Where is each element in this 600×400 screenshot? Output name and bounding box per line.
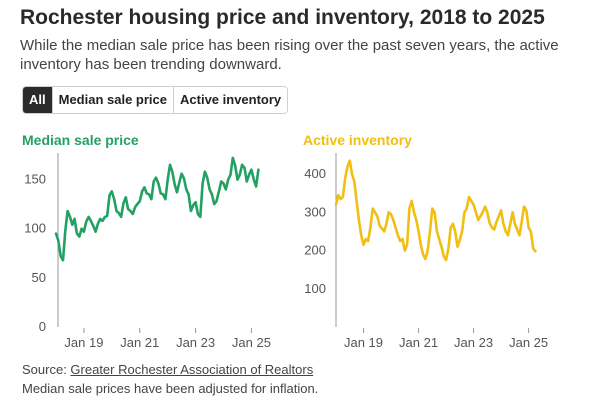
price-y-tick-150: 150 [24,172,46,187]
inventory-x-tick-label: Jan 19 [344,335,383,350]
price-y-tick-100: 100 [24,221,46,236]
price-series-line [54,156,260,262]
price-y-tick-0: 0 [39,319,46,334]
price-chart-title: Median sale price [22,132,139,148]
inventory-x-tick-label: Jan 23 [454,335,493,350]
inventory-series-line [334,159,537,262]
inventory-y-tick-200: 200 [304,243,326,258]
footnote: Median sale prices have been adjusted fo… [22,381,319,396]
inventory-y-tick-300: 300 [304,204,326,219]
price-x-tick-label: Jan 25 [232,335,271,350]
inventory-x-tick-label: Jan 21 [399,335,438,350]
tab-all[interactable]: All [23,87,52,113]
source-line: Source: Greater Rochester Association of… [22,362,313,377]
inventory-chart-title: Active inventory [303,132,412,148]
price-x-tick-label: Jan 21 [120,335,159,350]
inventory-y-tick-100: 100 [304,281,326,296]
price-y-tick-50: 50 [32,270,46,285]
price-x-tick-label: Jan 19 [64,335,103,350]
price-x-tick-label: Jan 23 [176,335,215,350]
page-subtitle: While the median sale price has been ris… [20,37,559,73]
inventory-x-tick-label: Jan 25 [509,335,548,350]
source-prefix: Source: [22,362,71,377]
tab-median-sale-price[interactable]: Median sale price [51,87,174,113]
source-link[interactable]: Greater Rochester Association of Realtor… [70,362,314,377]
tab-active-inventory[interactable]: Active inventory [173,87,288,113]
inventory-y-tick-400: 400 [304,166,326,181]
page-title: Rochester housing price and inventory, 2… [20,6,545,29]
chart-toggle-tabs: All Median sale price Active inventory [22,86,289,114]
